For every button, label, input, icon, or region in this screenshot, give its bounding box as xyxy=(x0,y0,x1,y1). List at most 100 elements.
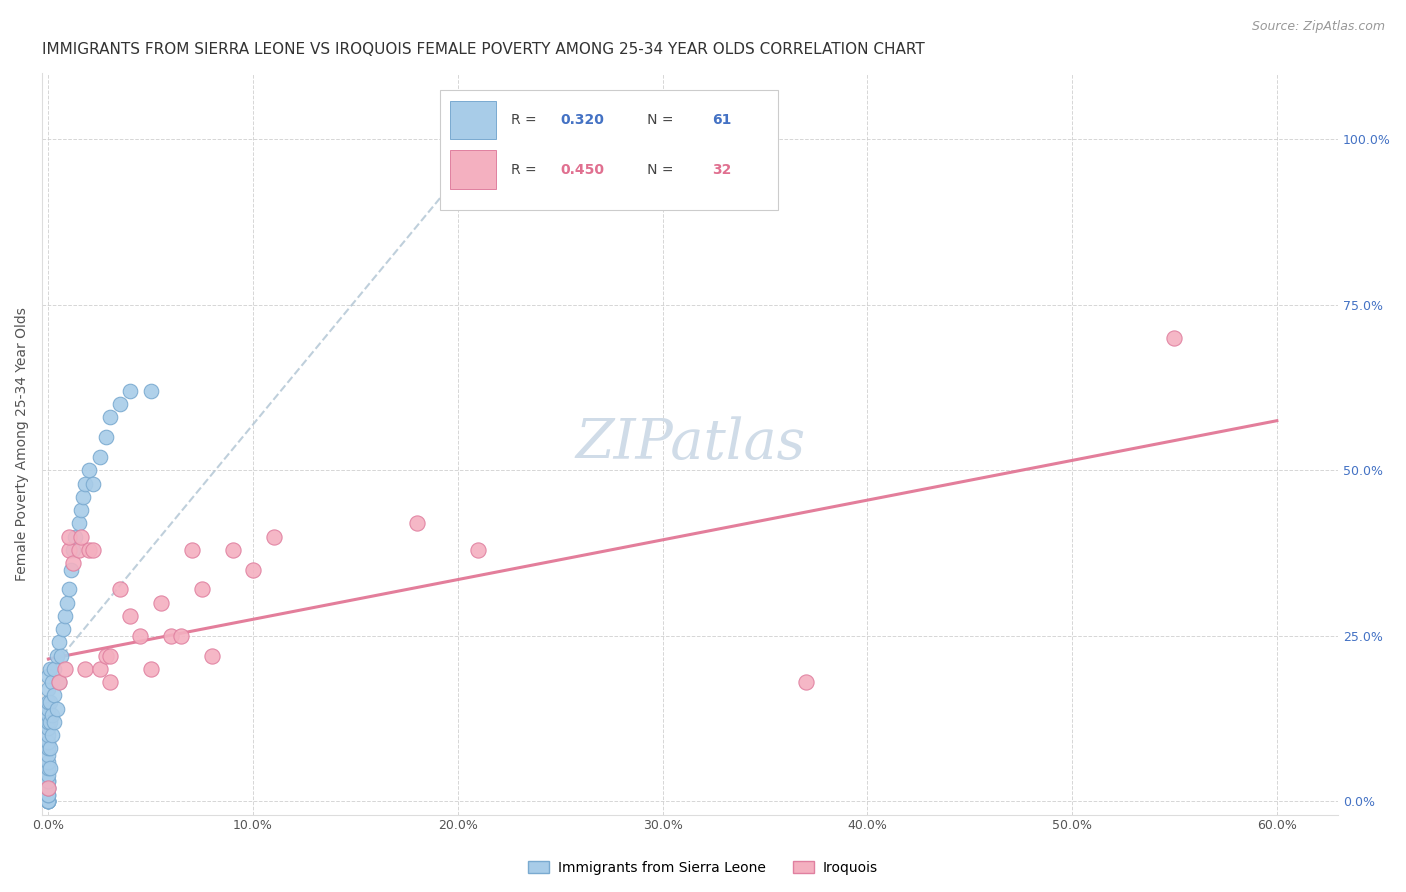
Point xyxy=(139,384,162,398)
Point xyxy=(94,430,117,444)
Text: 32: 32 xyxy=(713,162,731,177)
Text: R =: R = xyxy=(512,162,541,177)
Point xyxy=(37,768,59,782)
Point xyxy=(201,648,224,663)
Text: Source: ZipAtlas.com: Source: ZipAtlas.com xyxy=(1251,20,1385,33)
Point xyxy=(108,582,131,597)
Point xyxy=(37,774,59,789)
Point xyxy=(37,780,59,795)
Point xyxy=(37,788,59,802)
Point xyxy=(37,780,59,795)
FancyBboxPatch shape xyxy=(450,151,496,189)
Point xyxy=(120,384,142,398)
Point xyxy=(242,563,264,577)
Point xyxy=(160,629,183,643)
Point xyxy=(49,648,72,663)
Point xyxy=(37,701,59,715)
Point xyxy=(37,794,59,808)
Point xyxy=(37,794,59,808)
Text: ZIPatlas: ZIPatlas xyxy=(575,417,806,471)
Point xyxy=(45,701,67,715)
Point xyxy=(37,714,59,729)
Point xyxy=(37,728,59,742)
Legend: Immigrants from Sierra Leone, Iroquois: Immigrants from Sierra Leone, Iroquois xyxy=(523,855,883,880)
Point xyxy=(75,476,97,491)
Point xyxy=(37,794,59,808)
Point xyxy=(37,668,59,682)
Point xyxy=(41,675,63,690)
Point xyxy=(55,596,77,610)
Point xyxy=(70,503,93,517)
Point xyxy=(48,675,70,690)
Point xyxy=(37,794,59,808)
Point xyxy=(98,648,121,663)
Point xyxy=(44,689,66,703)
Text: 61: 61 xyxy=(713,113,731,127)
Point xyxy=(37,755,59,769)
Point xyxy=(39,761,62,775)
Point xyxy=(221,542,243,557)
Text: 0.450: 0.450 xyxy=(561,162,605,177)
Point xyxy=(191,582,214,597)
FancyBboxPatch shape xyxy=(440,89,779,211)
Text: N =: N = xyxy=(634,162,678,177)
Point xyxy=(37,708,59,723)
Point xyxy=(129,629,152,643)
Point xyxy=(139,662,162,676)
Point xyxy=(82,476,104,491)
Point xyxy=(39,741,62,756)
Point xyxy=(39,662,62,676)
Point xyxy=(62,556,84,570)
Point xyxy=(53,662,76,676)
Point xyxy=(39,714,62,729)
Point xyxy=(48,675,70,690)
Point xyxy=(79,542,101,557)
Point xyxy=(37,722,59,736)
Point xyxy=(467,542,489,557)
Point xyxy=(44,662,66,676)
Point xyxy=(58,582,80,597)
Point xyxy=(180,542,202,557)
Y-axis label: Female Poverty Among 25-34 Year Olds: Female Poverty Among 25-34 Year Olds xyxy=(15,307,30,581)
Point xyxy=(37,747,59,762)
Point xyxy=(58,530,80,544)
Point xyxy=(94,648,117,663)
Point xyxy=(52,622,75,636)
Text: R =: R = xyxy=(512,113,541,127)
Point xyxy=(263,530,285,544)
Point xyxy=(63,530,86,544)
Point xyxy=(170,629,193,643)
Point xyxy=(37,794,59,808)
Point xyxy=(1163,331,1185,345)
Point xyxy=(41,728,63,742)
Point xyxy=(406,516,429,531)
Point xyxy=(75,662,97,676)
Text: IMMIGRANTS FROM SIERRA LEONE VS IROQUOIS FEMALE POVERTY AMONG 25-34 YEAR OLDS CO: IMMIGRANTS FROM SIERRA LEONE VS IROQUOIS… xyxy=(42,42,925,57)
Point xyxy=(67,542,90,557)
Point xyxy=(53,609,76,624)
Point xyxy=(98,675,121,690)
Point xyxy=(41,708,63,723)
Point xyxy=(37,695,59,709)
Point xyxy=(89,662,111,676)
Point xyxy=(108,397,131,411)
Point xyxy=(45,648,67,663)
Text: N =: N = xyxy=(634,113,678,127)
Point xyxy=(59,563,82,577)
Point xyxy=(62,542,84,557)
Point xyxy=(48,635,70,649)
Point xyxy=(39,695,62,709)
Point xyxy=(98,410,121,425)
Point xyxy=(37,774,59,789)
Point xyxy=(37,735,59,749)
Point xyxy=(70,530,93,544)
Point xyxy=(44,714,66,729)
Point xyxy=(58,542,80,557)
Point xyxy=(79,463,101,477)
Point xyxy=(794,675,817,690)
Point xyxy=(37,681,59,696)
Point xyxy=(72,490,94,504)
Point xyxy=(149,596,172,610)
Point xyxy=(89,450,111,464)
Point xyxy=(82,542,104,557)
